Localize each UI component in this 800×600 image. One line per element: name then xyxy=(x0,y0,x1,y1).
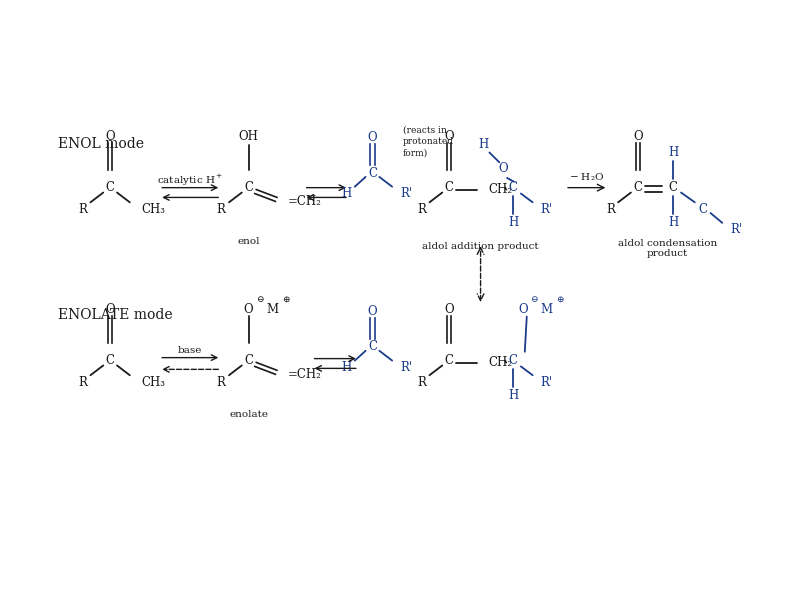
Text: R: R xyxy=(606,203,614,215)
Text: CH₂: CH₂ xyxy=(489,183,513,196)
Text: C: C xyxy=(106,354,114,367)
Text: CH₂: CH₂ xyxy=(489,356,513,369)
Text: R': R' xyxy=(541,376,553,389)
Text: C: C xyxy=(634,181,642,194)
Text: H: H xyxy=(508,217,518,229)
Text: C: C xyxy=(244,181,253,194)
Text: C: C xyxy=(698,203,707,215)
Text: =CH₂: =CH₂ xyxy=(288,195,322,208)
Text: H: H xyxy=(478,138,489,151)
Text: O: O xyxy=(518,303,528,316)
Text: C: C xyxy=(106,181,114,194)
Text: R: R xyxy=(78,376,87,389)
Text: O: O xyxy=(498,161,508,175)
Text: C: C xyxy=(368,167,377,179)
Text: H: H xyxy=(508,389,518,402)
Text: R': R' xyxy=(400,361,412,374)
Text: R': R' xyxy=(400,187,412,200)
Text: O: O xyxy=(368,305,378,318)
Text: ⊖: ⊖ xyxy=(530,295,538,304)
Text: O: O xyxy=(368,131,378,145)
Text: protonated: protonated xyxy=(403,137,454,146)
Text: R': R' xyxy=(541,203,553,215)
Text: M: M xyxy=(266,303,278,316)
Text: aldol condensation
product: aldol condensation product xyxy=(618,239,717,258)
Text: O: O xyxy=(244,303,254,316)
Text: C: C xyxy=(368,340,377,353)
Text: H: H xyxy=(342,361,352,374)
Text: O: O xyxy=(633,130,642,143)
Text: R: R xyxy=(417,203,426,215)
Text: C: C xyxy=(669,181,678,194)
Text: R: R xyxy=(417,376,426,389)
Text: C: C xyxy=(445,181,454,194)
Text: catalytic H$^+$: catalytic H$^+$ xyxy=(157,173,222,188)
Text: C: C xyxy=(509,354,518,367)
Text: aldol addition product: aldol addition product xyxy=(422,242,539,251)
Text: O: O xyxy=(106,130,115,143)
Text: ⊕: ⊕ xyxy=(282,295,290,304)
Text: CH₃: CH₃ xyxy=(142,376,166,389)
Text: CH₃: CH₃ xyxy=(142,203,166,215)
Text: O: O xyxy=(106,303,115,316)
Text: R: R xyxy=(217,376,226,389)
Text: R: R xyxy=(78,203,87,215)
Text: H: H xyxy=(342,187,352,200)
Text: ENOLATE mode: ENOLATE mode xyxy=(58,308,173,322)
Text: ENOL mode: ENOL mode xyxy=(58,137,144,151)
Text: O: O xyxy=(444,303,454,316)
Text: ⊖: ⊖ xyxy=(256,295,263,304)
Text: ⊕: ⊕ xyxy=(557,295,564,304)
Text: enolate: enolate xyxy=(229,410,268,419)
Text: H: H xyxy=(668,217,678,229)
Text: form): form) xyxy=(403,149,428,158)
Text: base: base xyxy=(178,346,202,355)
Text: C: C xyxy=(509,181,518,194)
Text: (reacts in: (reacts in xyxy=(403,125,447,134)
Text: H: H xyxy=(668,146,678,159)
Text: C: C xyxy=(244,354,253,367)
Text: R': R' xyxy=(730,223,742,236)
Text: $-$ H₂O: $-$ H₂O xyxy=(569,172,604,182)
Text: OH: OH xyxy=(238,130,258,143)
Text: C: C xyxy=(445,354,454,367)
Text: enol: enol xyxy=(238,237,260,246)
Text: R: R xyxy=(217,203,226,215)
Text: =CH₂: =CH₂ xyxy=(288,368,322,381)
Text: O: O xyxy=(444,130,454,143)
Text: M: M xyxy=(540,303,553,316)
